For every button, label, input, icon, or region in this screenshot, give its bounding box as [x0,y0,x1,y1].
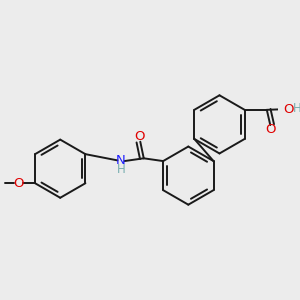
Text: O: O [134,130,145,143]
Text: O: O [13,177,24,190]
Text: N: N [116,154,126,167]
Text: H: H [116,163,125,176]
Text: H: H [293,102,300,115]
Text: O: O [283,103,293,116]
Text: O: O [266,123,276,136]
